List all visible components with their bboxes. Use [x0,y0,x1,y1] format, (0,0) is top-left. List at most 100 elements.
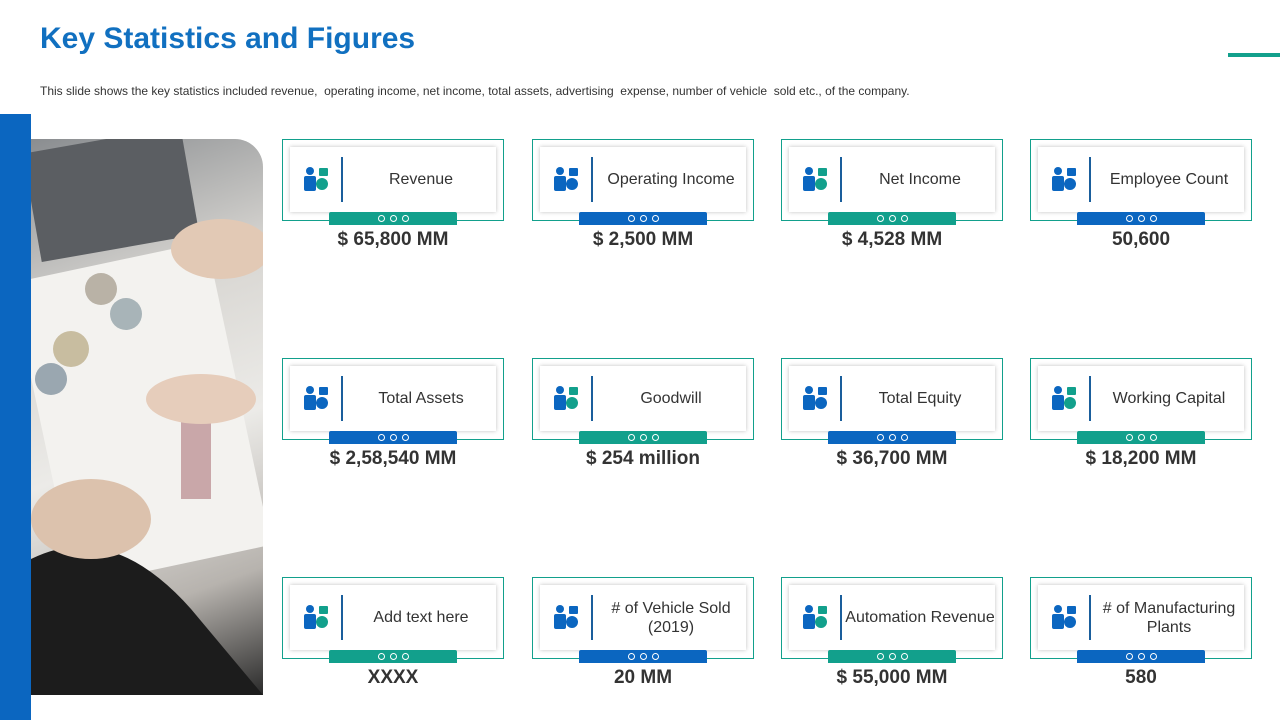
icon-wrap [301,602,331,632]
card-tab [828,650,956,663]
divider [1089,157,1091,202]
tab-dot [1149,215,1157,222]
stat-card: Working Capital [1030,358,1252,440]
tab-dot [900,653,908,660]
stat-card: Operating Income [532,139,754,221]
tab-dot [377,434,385,441]
subtitle: This slide shows the key statistics incl… [40,84,910,98]
card-value: 20 MM [613,667,673,688]
tab-dot [888,215,896,222]
tab-dot [1137,215,1145,222]
card-value: $ 18,200 MM [1085,448,1197,469]
card-inner: Working Capital [1038,366,1244,431]
card-tab [828,212,956,225]
photo-art [31,139,263,695]
icon-wrap [1049,164,1079,194]
tab-dot [1149,653,1157,660]
card-label: # of Vehicle Sold (2019) [611,599,731,636]
card-inner: Revenue [290,147,496,212]
icon-wrap [1049,602,1079,632]
tab-dot [1125,434,1133,441]
icon [1052,605,1076,629]
card-tab [329,431,457,444]
card-label: Add text here [373,609,469,626]
tab-dot [651,653,659,660]
icon [1052,386,1076,410]
divider [840,376,842,421]
stat-card: Automation Revenue [781,577,1003,659]
tab-dot [639,434,647,441]
divider [591,157,593,202]
tab-dot [900,215,908,222]
icon-wrap [301,383,331,413]
card-tab [828,431,956,444]
card-value: 50,600 [1111,229,1171,250]
divider [840,595,842,640]
stat-card: Goodwill [532,358,754,440]
sidebar-bar [0,114,31,720]
card-tab [579,650,707,663]
card-tab [329,212,457,225]
tab-dot [377,215,385,222]
tab-dot [900,434,908,441]
stat-card: Employee Count [1030,139,1252,221]
tab-dot [401,215,409,222]
icon-wrap [551,164,581,194]
card-inner: Add text here [290,585,496,650]
card-label: # of Manufacturing Plants [1102,599,1236,636]
card-value: 580 [1125,667,1157,688]
tab-dot [401,434,409,441]
icon-wrap [800,602,830,632]
card-tab [1077,650,1205,663]
tab-dot [639,215,647,222]
card-value: XXXX [367,667,419,688]
card-label: Net Income [879,171,961,188]
icon-wrap [301,164,331,194]
card-value: $ 254 million [585,448,701,469]
tab-dot [1149,434,1157,441]
stat-card: Revenue [282,139,504,221]
tab-dot [876,653,884,660]
card-tab [329,650,457,663]
card-value: $ 65,800 MM [337,229,449,250]
card-value: $ 55,000 MM [836,667,948,688]
tab-dot [627,653,635,660]
tab-dot [888,434,896,441]
tab-dot [876,215,884,222]
icon-wrap [1049,383,1079,413]
icon-wrap [551,602,581,632]
card-label: Operating Income [607,171,735,188]
icon [803,167,827,191]
card-inner: Operating Income [540,147,746,212]
card-label: Working Capital [1112,390,1226,407]
icon [803,605,827,629]
card-inner: Total Assets [290,366,496,431]
tab-dot [888,653,896,660]
divider [341,595,343,640]
accent-line [1228,53,1280,57]
icon [803,386,827,410]
card-value: $ 2,58,540 MM [329,448,457,469]
icon [1052,167,1076,191]
tab-dot [651,215,659,222]
card-inner: Goodwill [540,366,746,431]
icon [304,386,328,410]
tab-dot [1137,434,1145,441]
title: Key Statistics and Figures [40,22,416,55]
card-label: Total Assets [378,390,464,407]
tab-dot [389,434,397,441]
icon [554,167,578,191]
card-label: Goodwill [640,390,702,407]
card-tab [1077,212,1205,225]
divider [1089,376,1091,421]
divider [591,595,593,640]
card-label: Employee Count [1109,171,1229,188]
icon [554,386,578,410]
stat-card: # of Vehicle Sold (2019) [532,577,754,659]
card-tab [579,431,707,444]
tab-dot [627,215,635,222]
card-inner: Employee Count [1038,147,1244,212]
stat-card: Total Assets [282,358,504,440]
card-label: Total Equity [878,390,962,407]
